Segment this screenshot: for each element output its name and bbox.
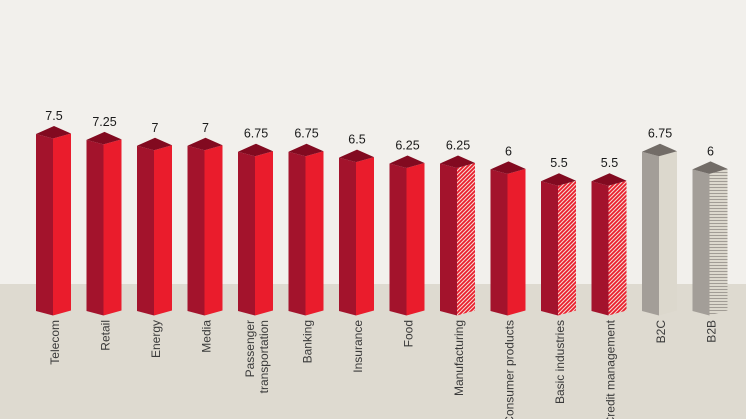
category-label: Credit management <box>604 319 618 419</box>
value-label: 6.75 <box>244 127 268 141</box>
bar-top-face <box>692 161 728 174</box>
bar-front-face <box>288 151 306 316</box>
bar-top-face <box>440 155 475 168</box>
value-label: 7.25 <box>92 115 116 129</box>
bar-front-face <box>692 169 710 316</box>
category-label: Retail <box>99 320 113 351</box>
bar-top-face <box>36 126 71 139</box>
bar-side-face <box>356 157 374 316</box>
bar-top-face <box>339 149 374 163</box>
category-label: Banking <box>301 320 315 363</box>
bar-front-face <box>339 157 356 316</box>
bar-top-face <box>187 137 223 151</box>
bar-front-face <box>591 181 609 316</box>
bar-front-face <box>490 169 508 316</box>
category-label: Insurance <box>351 320 365 373</box>
value-label: 6 <box>707 144 714 158</box>
bar-top-face <box>591 173 627 186</box>
bar-top-face <box>541 173 576 186</box>
bar-insurance <box>339 149 374 316</box>
category-label: Media <box>200 320 214 353</box>
bar-side-face <box>406 163 425 316</box>
category-label: B2C <box>654 320 668 344</box>
category-label: Telecom <box>48 320 62 365</box>
bar-side-face <box>608 180 627 316</box>
bar-retail <box>86 131 122 316</box>
bar-front-face <box>36 134 53 316</box>
bar-top-face <box>238 143 273 157</box>
bar-telecom <box>36 126 71 316</box>
value-label: 6.25 <box>446 139 470 153</box>
value-label: 7.5 <box>45 109 62 123</box>
bar-front-face <box>541 181 558 316</box>
bar-front-face <box>187 145 205 316</box>
value-label: 6 <box>505 144 512 158</box>
category-label: Consumer products <box>503 320 517 419</box>
bar-top-face <box>490 161 526 174</box>
category-label: Basic industries <box>553 320 567 404</box>
bars-group: 7.5 Telecom 7.25 Retail 7 Energy 7 Media 6.75 Pas… <box>36 109 728 419</box>
bar-top-face <box>389 155 425 168</box>
bar-food <box>389 155 425 316</box>
bar-front-face <box>642 151 659 316</box>
bar-side-face <box>659 151 677 316</box>
bar-front-face <box>389 163 407 316</box>
category-label: B2B <box>705 320 719 343</box>
value-label: 6.75 <box>648 127 672 141</box>
category-label: Food <box>402 320 416 347</box>
value-label: 7 <box>152 121 159 135</box>
bar-side-face <box>103 139 122 316</box>
bar-side-face <box>558 180 576 316</box>
bar-side-face <box>305 151 324 316</box>
bar-side-face <box>255 151 273 316</box>
bar-side-face <box>154 145 172 316</box>
bar-front-face <box>440 163 457 316</box>
bar-banking <box>288 143 324 316</box>
category-label: Passengertransportation <box>243 320 271 393</box>
bar-side-face <box>457 163 475 316</box>
category-label: Manufacturing <box>452 320 466 396</box>
bar-front-face <box>86 139 104 316</box>
bar-side-face <box>507 168 526 316</box>
bar-energy <box>137 137 172 316</box>
bar-top-face <box>288 143 324 157</box>
bar-side-face <box>709 168 728 316</box>
value-label: 7 <box>202 121 209 135</box>
bar-basic-industries <box>541 173 576 316</box>
bar-side-face <box>53 133 71 316</box>
bar-top-face <box>642 143 677 157</box>
bar-top-face <box>86 131 122 145</box>
bar-top-face <box>137 137 172 151</box>
bar-b2c <box>642 143 677 316</box>
bar-passenger-transportation <box>238 143 273 316</box>
bar-side-face <box>204 145 223 316</box>
bar-manufacturing <box>440 155 475 316</box>
bar-consumer-products <box>490 161 526 316</box>
bar-front-face <box>238 151 255 316</box>
category-label: Energy <box>149 320 163 358</box>
bar-credit-management <box>591 173 627 316</box>
bar-media <box>187 137 223 316</box>
bar-b2b <box>692 161 728 316</box>
value-label: 6.75 <box>294 127 318 141</box>
value-label: 6.5 <box>348 133 365 147</box>
value-label: 5.5 <box>601 156 618 170</box>
bar-front-face <box>137 145 154 316</box>
value-label: 6.25 <box>395 139 419 153</box>
value-label: 5.5 <box>550 156 567 170</box>
